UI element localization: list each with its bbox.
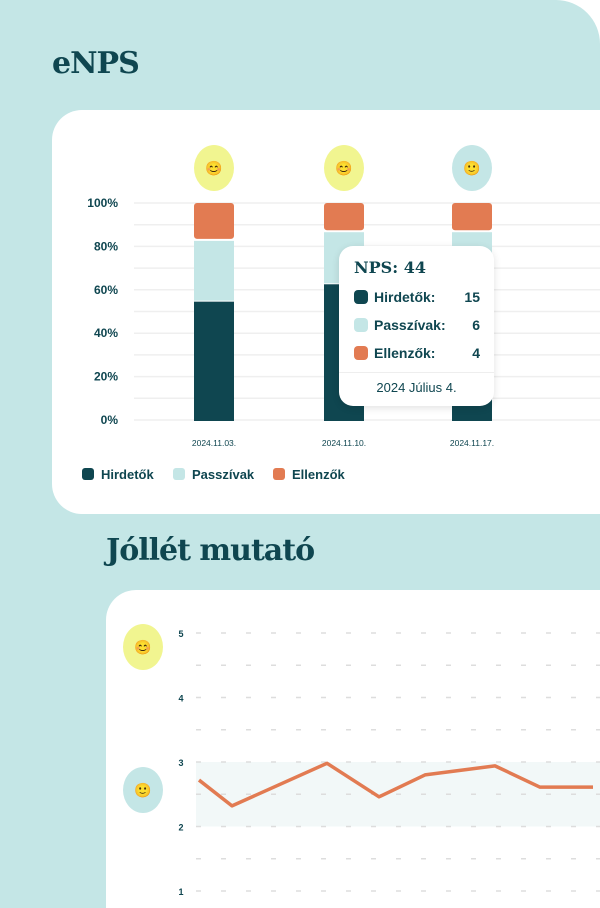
bar-segment-ellenzők (452, 203, 492, 231)
series-line (197, 761, 593, 808)
legend-hirdetok[interactable]: Hirdetők (82, 467, 154, 482)
y-tick-label: 40% (94, 326, 118, 340)
bar-segment-passzívak (194, 240, 234, 301)
y-tick-label: 4 (178, 694, 183, 704)
tooltip-label: Passzívak: (374, 317, 446, 333)
y-tick-label: 0% (101, 413, 119, 427)
tooltip-row-hirdetok: Hirdetők: 15 (354, 288, 480, 306)
legend-label: Hirdetők (101, 467, 154, 482)
tooltip-row-passzivak: Passzívak: 6 (354, 316, 480, 334)
y-tick-label: 20% (94, 370, 118, 384)
wellbeing-title: Jóllét mutató (106, 533, 315, 568)
tooltip-label: Ellenzők: (374, 345, 436, 361)
bar-segment-ellenzők (324, 203, 364, 231)
tooltip-value: 4 (472, 345, 480, 361)
legend-passzivak[interactable]: Passzívak (173, 467, 254, 482)
bar-segment-hirdetők (194, 301, 234, 421)
tooltip-row-ellenzok: Ellenzők: 4 (354, 344, 480, 362)
y-tick-label: 3 (178, 758, 183, 768)
x-tick-label: 2024.11.03. (192, 438, 236, 448)
swatch (354, 318, 368, 332)
y-tick-label: 100% (87, 196, 118, 210)
neutral-face-icon: 🙂 (452, 145, 492, 191)
x-tick-label: 2024.11.17. (450, 438, 494, 448)
y-tick-label: 1 (178, 887, 183, 897)
tooltip-value: 6 (472, 317, 480, 333)
swatch (82, 468, 94, 480)
smiling-face-icon: 😊 (194, 145, 234, 191)
swatch (173, 468, 185, 480)
enps-title: eNPS (52, 46, 140, 81)
y-tick-label: 5 (178, 629, 183, 639)
x-tick-label: 2024.11.10. (322, 438, 366, 448)
swatch (354, 346, 368, 360)
smiling-face-icon: 😊 (324, 145, 364, 191)
divider (339, 372, 494, 373)
legend-ellenzok[interactable]: Ellenzők (273, 467, 345, 482)
tooltip-label: Hirdetők: (374, 289, 436, 305)
slight-smile-icon: 🙂 (123, 767, 163, 813)
y-tick-label: 60% (94, 283, 118, 297)
swatch (354, 290, 368, 304)
smiling-face-icon: 😊 (123, 624, 163, 670)
tooltip-value: 15 (464, 289, 480, 305)
wellbeing-card (106, 590, 600, 908)
tooltip-nps: NPS: 44 (354, 258, 426, 277)
bar-segment-ellenzők (194, 203, 234, 239)
y-tick-label: 80% (94, 239, 118, 253)
legend-label: Passzívak (192, 467, 255, 482)
swatch (273, 468, 285, 480)
legend-label: Ellenzők (292, 467, 345, 482)
tooltip-date: 2024 Július 4. (376, 380, 457, 395)
y-tick-label: 2 (178, 823, 183, 833)
nps-tooltip: NPS: 44 Hirdetők: 15 Passzívak: 6 Ellenzők… (339, 246, 494, 406)
